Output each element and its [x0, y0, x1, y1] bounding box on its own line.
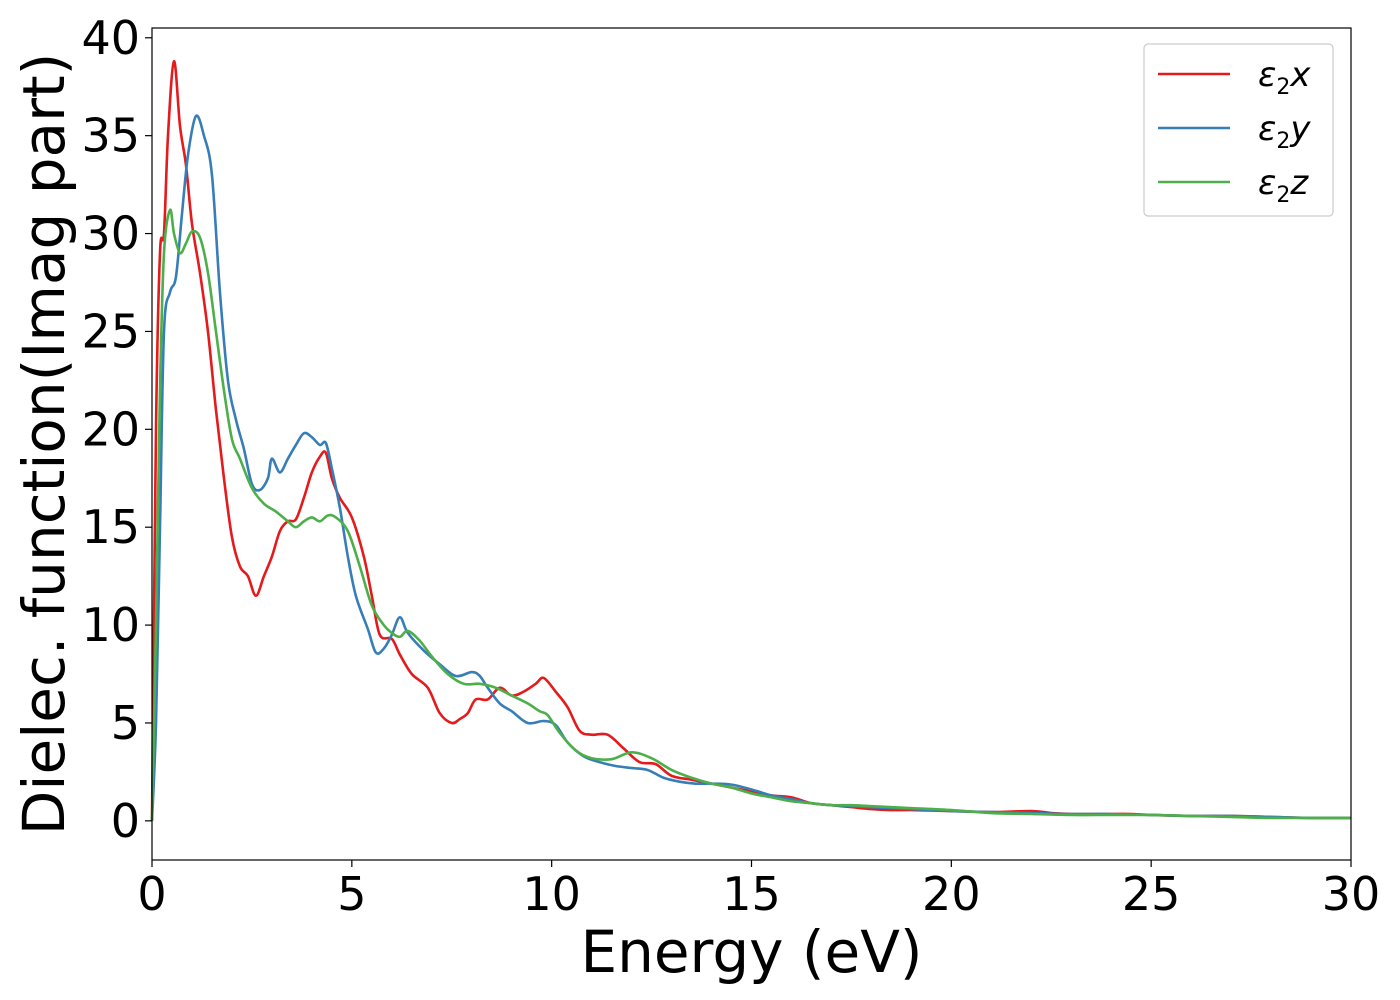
- x-axis-ticks: 0 5 10 15 20 25 30: [137, 860, 1380, 921]
- legend-label-sub: 2: [1276, 183, 1290, 208]
- legend-label-z: ε2z: [1258, 163, 1309, 208]
- legend-label-sub: 2: [1276, 75, 1290, 100]
- legend-label-base: ε: [1258, 163, 1276, 203]
- y-tick-label: 15: [81, 500, 140, 554]
- y-axis-ticks: 0 5 10 15 20 25 30 35 40: [81, 11, 152, 848]
- legend-label-y: ε2y: [1258, 109, 1311, 154]
- x-tick-label: 15: [722, 867, 781, 921]
- y-tick-label: 0: [111, 794, 140, 848]
- y-tick-label: 5: [111, 696, 140, 750]
- y-tick-label: 30: [81, 207, 140, 261]
- x-tick-label: 0: [137, 867, 166, 921]
- y-tick-label: 35: [81, 109, 140, 163]
- y-tick-label: 25: [81, 304, 140, 358]
- legend-label-suffix: x: [1289, 55, 1311, 95]
- legend-label-suffix: y: [1289, 109, 1311, 149]
- series-layer: [150, 59, 1352, 821]
- legend-label-base: ε: [1258, 55, 1276, 95]
- legend-box: [1143, 43, 1334, 217]
- legend-label-x: ε2x: [1258, 55, 1311, 100]
- legend-label-sub: 2: [1276, 129, 1290, 154]
- y-tick-label: 40: [81, 11, 140, 65]
- series-line-y: [150, 114, 1352, 821]
- x-tick-label: 5: [337, 867, 366, 921]
- x-tick-label: 25: [1122, 867, 1181, 921]
- series-line-z: [150, 208, 1352, 821]
- y-axis-label: Dielec. function(Imag part): [10, 53, 78, 836]
- y-tick-label: 10: [81, 598, 140, 652]
- series-line-x: [150, 59, 1352, 821]
- x-tick-label: 10: [522, 867, 581, 921]
- x-axis-label: Energy (eV): [580, 918, 922, 986]
- legend-label-base: ε: [1258, 109, 1276, 149]
- y-tick-label: 20: [81, 402, 140, 456]
- legend-label-suffix: z: [1289, 163, 1309, 203]
- x-tick-label: 20: [922, 867, 981, 921]
- x-tick-label: 30: [1322, 867, 1381, 921]
